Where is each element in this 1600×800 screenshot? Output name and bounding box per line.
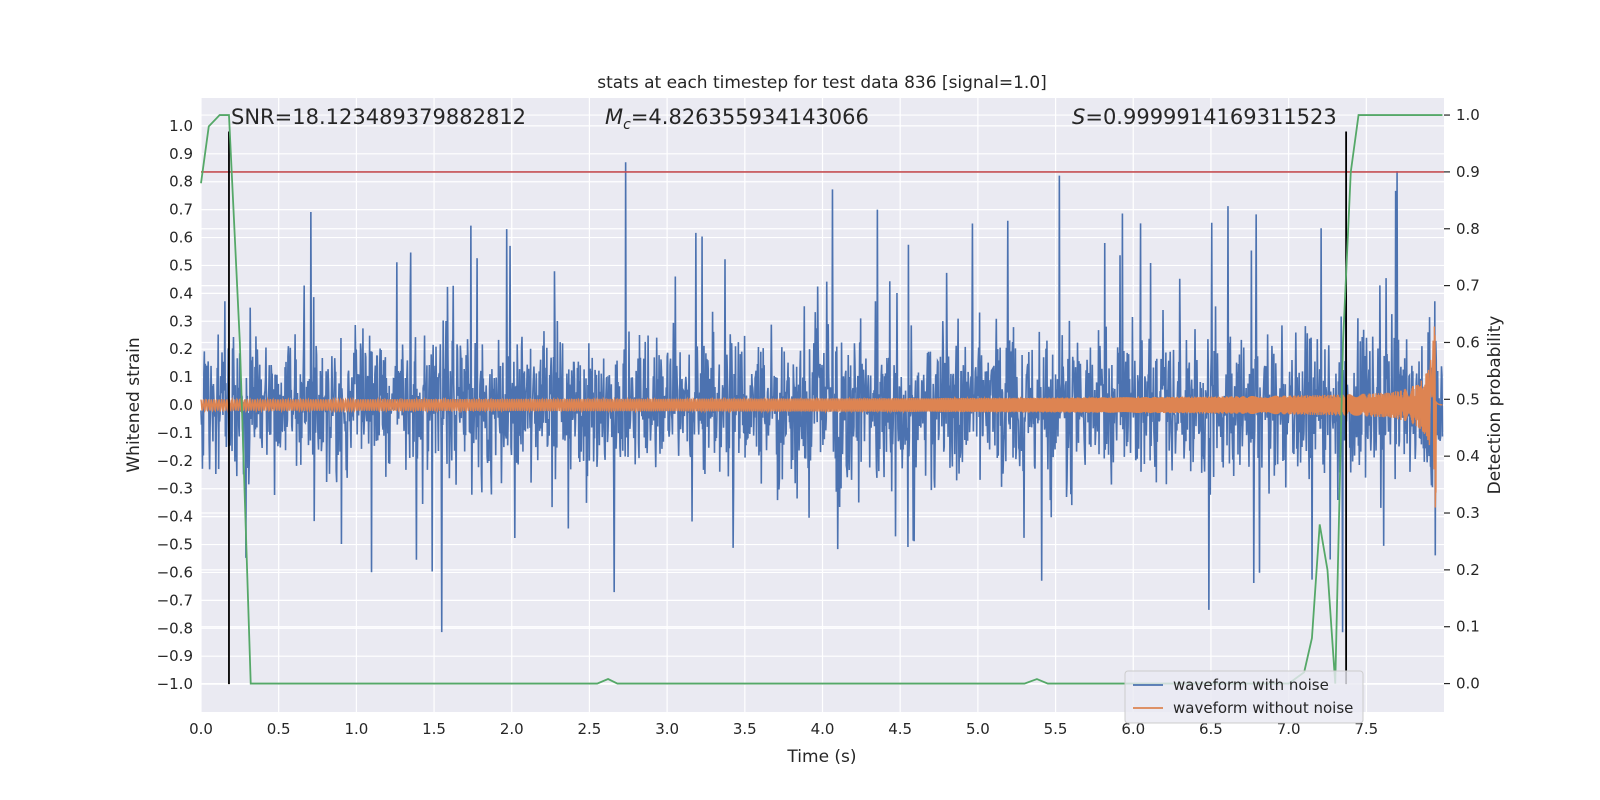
- legend-label-clean: waveform without noise: [1173, 699, 1353, 717]
- y-tick-label: −0.3: [157, 480, 193, 498]
- y-tick-label: −0.4: [157, 508, 193, 526]
- y2-tick-label: 0.0: [1456, 675, 1480, 693]
- y-tick-label: 0.3: [169, 312, 193, 330]
- x-tick-label: 4.5: [888, 720, 912, 738]
- y2-tick-label: 0.3: [1456, 504, 1480, 522]
- x-tick-label: 2.5: [578, 720, 602, 738]
- x-axis-ticks: 0.0 0.5 1.0 1.5 2.0 2.5 3.0 3.5 4.0 4.5 5.0 5.5 6.0 6…: [189, 720, 1378, 738]
- y-tick-label: 0.2: [169, 340, 193, 358]
- y-tick-label: 0.4: [169, 284, 193, 302]
- score-value: =0.9999914169311523: [1085, 105, 1336, 129]
- x-tick-label: 1.5: [422, 720, 446, 738]
- y2-tick-label: 1.0: [1456, 106, 1480, 124]
- x-tick-label: 6.0: [1121, 720, 1145, 738]
- x-tick-label: 7.0: [1277, 720, 1301, 738]
- y2-tick-label: 0.9: [1456, 163, 1480, 181]
- x-tick-label: 6.5: [1199, 720, 1223, 738]
- y-axis-label: Whitened strain: [124, 337, 144, 472]
- chirp-mass-subscript: c: [623, 117, 631, 133]
- detection-probability-series: [200, 114, 1443, 685]
- y-tick-label: 0.5: [169, 256, 193, 274]
- y-tick-label: 0.8: [169, 173, 193, 191]
- y-tick-label: −0.7: [157, 591, 193, 609]
- y-tick-label: −0.9: [157, 647, 193, 665]
- y2-tick-label: 0.7: [1456, 277, 1480, 295]
- y2-tick-label: 0.5: [1456, 390, 1480, 408]
- y-axis-ticks: 1.0 0.9 0.8 0.7 0.6 0.5 0.4 0.3 0.2 0.1 0.0 −0.1 −0.…: [157, 117, 193, 693]
- y-tick-label: −0.6: [157, 563, 193, 581]
- y2-tick-label: 0.8: [1456, 220, 1480, 238]
- x-tick-label: 4.0: [811, 720, 835, 738]
- chart-title: stats at each timestep for test data 836…: [597, 73, 1047, 93]
- y2-tick-label: 0.6: [1456, 333, 1480, 351]
- waveform-without-noise-series: [200, 326, 1443, 508]
- y-tick-label: −1.0: [157, 675, 193, 693]
- chirp-mass-value: =4.826355934143066: [631, 105, 869, 129]
- chirp-mass-annotation: Mc=4.826355934143066: [605, 105, 869, 133]
- y2-axis-ticks: 1.0 0.9 0.8 0.7 0.6 0.5 0.4 0.3 0.2 0.1 0.0: [1444, 106, 1480, 693]
- y2-tick-label: 0.2: [1456, 561, 1480, 579]
- y-tick-label: 0.7: [169, 201, 193, 219]
- snr-annotation: SNR=18.123489379882812: [231, 105, 526, 129]
- x-axis-label: Time (s): [786, 747, 856, 767]
- x-tick-label: 3.5: [733, 720, 757, 738]
- vertical-markers: [228, 131, 1348, 685]
- y-tick-label: 0.0: [169, 396, 193, 414]
- clean-waveform-line: [200, 326, 1443, 508]
- y-tick-label: −0.8: [157, 619, 193, 637]
- x-tick-label: 3.0: [655, 720, 679, 738]
- legend-label-noise: waveform with noise: [1173, 676, 1329, 694]
- y-tick-label: 0.1: [169, 368, 193, 386]
- x-tick-label: 5.0: [966, 720, 990, 738]
- legend: waveform with noise waveform without noi…: [1124, 670, 1364, 724]
- x-tick-label: 2.0: [500, 720, 524, 738]
- probability-line: [200, 114, 1443, 685]
- y-tick-label: 0.6: [169, 229, 193, 247]
- y-tick-label: −0.2: [157, 452, 193, 470]
- y-tick-label: 0.9: [169, 145, 193, 163]
- x-tick-label: 0.5: [267, 720, 291, 738]
- y2-tick-label: 0.4: [1456, 447, 1480, 465]
- score-symbol: S: [1072, 105, 1085, 129]
- score-annotation: S=0.9999914169311523: [1072, 105, 1337, 129]
- chirp-mass-symbol: M: [605, 105, 623, 129]
- y2-axis-label: Detection probability: [1485, 316, 1505, 495]
- y-tick-label: 1.0: [169, 117, 193, 135]
- legend-box: [1124, 670, 1364, 724]
- x-tick-label: 0.0: [189, 720, 213, 738]
- y-tick-label: −0.1: [157, 424, 193, 442]
- x-tick-label: 1.0: [344, 720, 368, 738]
- y2-tick-label: 0.1: [1456, 618, 1480, 636]
- x-tick-label: 7.5: [1354, 720, 1378, 738]
- x-tick-label: 5.5: [1044, 720, 1068, 738]
- y-tick-label: −0.5: [157, 536, 193, 554]
